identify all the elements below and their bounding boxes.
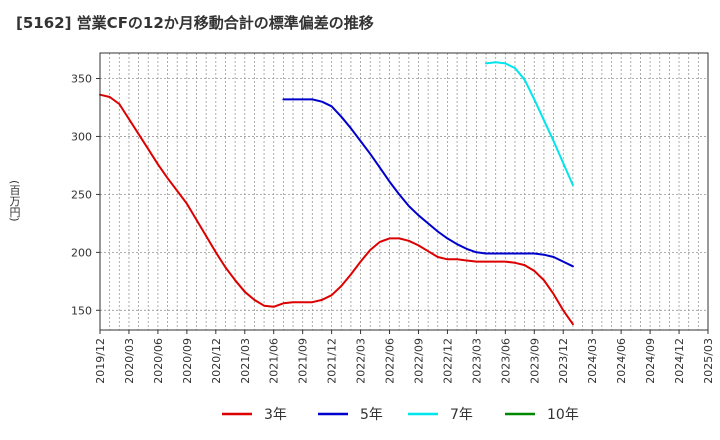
x-tick-label: 2024/12 <box>673 338 686 384</box>
series-line <box>485 61 574 187</box>
x-tick-label: 2020/03 <box>123 338 136 384</box>
legend-label: 7年 <box>450 407 473 423</box>
x-tick-label: 2021/09 <box>297 338 310 384</box>
y-axis: 150 200 250 300 350 <box>71 72 100 317</box>
y-tick-label: 200 <box>71 246 92 259</box>
x-tick-label: 2020/12 <box>210 338 223 384</box>
x-axis: 2019/12 2020/03 2020/06 2020/09 2020/12 2021/… <box>94 330 715 384</box>
x-tick-label: 2025/03 <box>702 338 715 384</box>
legend: 3年 5年 7年 10年 <box>222 407 579 423</box>
series-line <box>282 98 574 268</box>
y-axis-label: (百万円) <box>8 180 21 222</box>
series-layer <box>99 61 574 326</box>
legend-label: 10年 <box>547 407 579 423</box>
x-tick-label: 2023/09 <box>528 338 541 384</box>
x-tick-label: 2021/06 <box>268 338 281 384</box>
legend-label: 3年 <box>264 407 287 423</box>
x-tick-label: 2023/06 <box>499 338 512 384</box>
grid-layer <box>100 53 708 330</box>
y-tick-label: 300 <box>71 130 92 143</box>
x-tick-label: 2022/12 <box>441 338 454 384</box>
x-tick-label: 2024/06 <box>615 338 628 384</box>
x-tick-label: 2022/03 <box>355 338 368 384</box>
x-tick-label: 2020/09 <box>181 338 194 384</box>
x-tick-label: 2019/12 <box>94 338 107 384</box>
x-tick-label: 2020/06 <box>152 338 165 384</box>
x-tick-label: 2023/12 <box>557 338 570 384</box>
y-tick-label: 350 <box>71 72 92 85</box>
y-tick-label: 250 <box>71 188 92 201</box>
x-tick-label: 2023/03 <box>470 338 483 384</box>
x-tick-label: 2021/12 <box>326 338 339 384</box>
plot-frame <box>99 52 709 331</box>
chart-title: [5162] 営業CFの12か月移動合計の標準偏差の推移 <box>16 14 374 32</box>
x-tick-label: 2022/09 <box>412 338 425 384</box>
series-line <box>99 93 574 326</box>
y-tick-label: 150 <box>71 304 92 317</box>
x-tick-label: 2024/09 <box>644 338 657 384</box>
x-tick-label: 2024/03 <box>586 338 599 384</box>
x-tick-label: 2021/03 <box>239 338 252 384</box>
x-tick-label: 2022/06 <box>384 338 397 384</box>
legend-label: 5年 <box>360 407 383 423</box>
